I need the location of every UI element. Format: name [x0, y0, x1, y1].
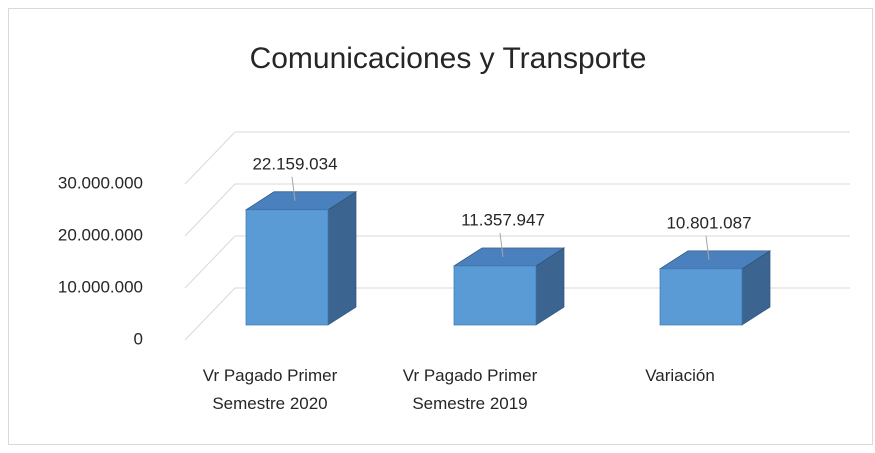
y-tick-label: 10.000.000 [58, 277, 143, 296]
leader-line [291, 176, 296, 201]
y-tick-label: 20.000.000 [58, 225, 143, 244]
bar-side [327, 191, 357, 326]
grid-line [184, 287, 850, 341]
x-tick-label: Vr Pagado Primer Semestre 2020 [202, 366, 338, 413]
grid-line [184, 235, 850, 289]
grid-line [184, 183, 850, 237]
data-label: 22.159.034 [252, 154, 337, 173]
bar [453, 265, 537, 326]
x-tick-label: Vr Pagado Primer Semestre 2019 [402, 366, 538, 413]
leader-line [705, 235, 710, 260]
y-tick-label: 30.000.000 [58, 173, 143, 192]
leader-line [499, 232, 504, 258]
grid-line [184, 131, 850, 185]
x-tick-label: Variación [645, 366, 715, 385]
chart-frame [8, 8, 873, 445]
data-label: 10.801.087 [666, 213, 751, 232]
bar [245, 209, 329, 326]
y-tick-label: 0 [134, 329, 143, 348]
bar [659, 268, 743, 326]
data-label: 11.357.947 [461, 210, 545, 229]
chart-title: Comunicaciones y Transporte [250, 42, 647, 75]
